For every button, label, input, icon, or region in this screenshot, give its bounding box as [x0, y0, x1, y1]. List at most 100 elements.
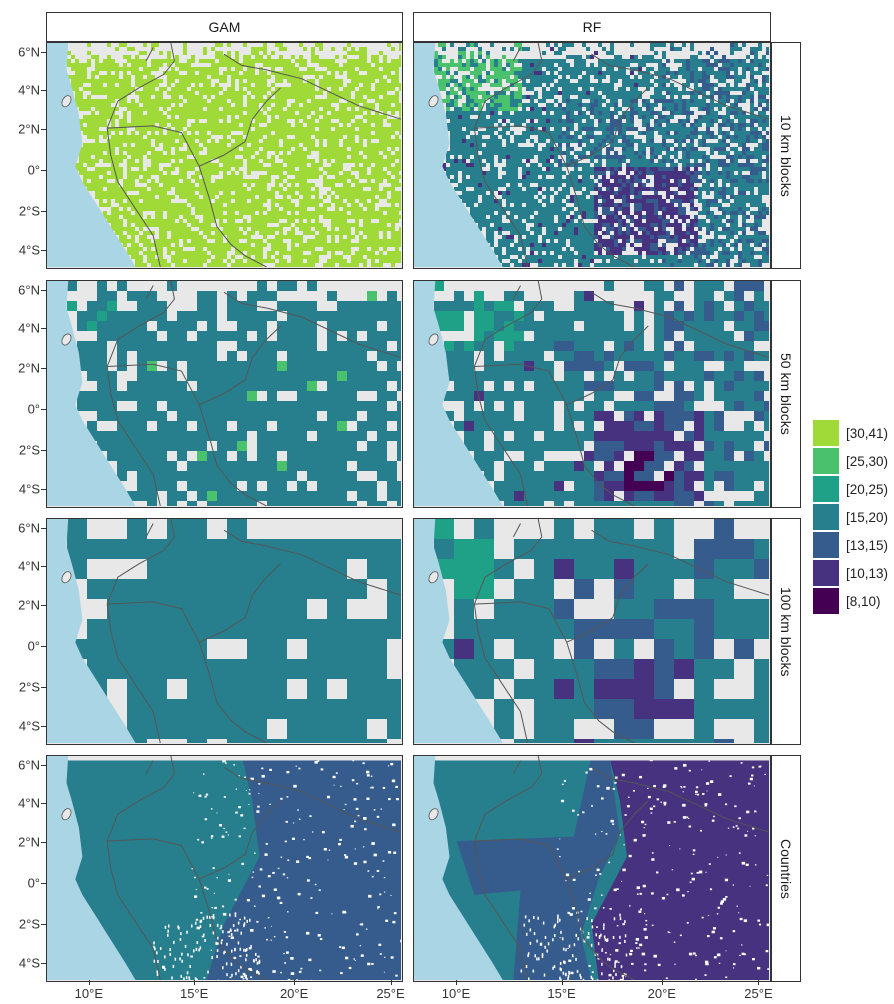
- y-tick-mark: [41, 725, 46, 727]
- y-tick-label: 2°S: [18, 442, 40, 458]
- y-tick-label: 2°N: [18, 834, 40, 850]
- row-label-100km: 100 km blocks: [778, 586, 794, 677]
- legend-item: [15,20): [813, 504, 888, 530]
- y-tick-label: 2°N: [18, 121, 40, 137]
- legend-item: [25,30): [813, 448, 888, 474]
- map-panel-gam-b50: [46, 280, 403, 508]
- row-header-100km: 100 km blocks: [771, 518, 801, 745]
- map-panel-rf-countries: [413, 755, 771, 982]
- row-label-10km: 10 km blocks: [778, 114, 794, 197]
- y-tick-mark: [41, 528, 46, 530]
- y-tick-mark: [41, 249, 46, 251]
- row-header-50km: 50 km blocks: [771, 280, 801, 508]
- y-tick-label: 0°: [27, 875, 40, 891]
- y-tick-label: 4°S: [18, 718, 40, 734]
- legend-item: [30,41): [813, 420, 888, 446]
- legend-label: [8,10): [846, 593, 881, 609]
- column-label-rf: RF: [582, 19, 602, 35]
- y-tick-label: 4°N: [18, 795, 40, 811]
- y-tick-label: 0°: [27, 162, 40, 178]
- map-svg: [414, 43, 769, 267]
- map-panel-rf-b100: [413, 518, 771, 745]
- legend-label: [30,41): [846, 425, 889, 441]
- y-tick-mark: [41, 802, 46, 804]
- x-tick-mark: [561, 980, 563, 985]
- map-svg: [414, 519, 769, 743]
- x-tick-label: 25°E: [744, 986, 773, 1001]
- map-panel-gam-b10: [46, 42, 403, 269]
- legend-item: [20,25): [813, 476, 888, 502]
- y-tick-label: 4°S: [18, 955, 40, 971]
- legend-item: [8,10): [813, 588, 881, 614]
- column-header-gam: GAM: [46, 12, 403, 42]
- row-label-countries: Countries: [778, 838, 794, 899]
- x-tick-label: 15°E: [547, 986, 576, 1001]
- y-tick-mark: [41, 290, 46, 292]
- y-tick-label: 0°: [27, 401, 40, 417]
- x-tick-label: 10°E: [74, 986, 103, 1001]
- y-tick-mark: [41, 52, 46, 54]
- y-tick-mark: [41, 211, 46, 213]
- map-panel-gam-b100: [46, 518, 403, 745]
- map-svg: [47, 756, 401, 980]
- legend-label: [10,13): [846, 565, 889, 581]
- x-tick-label: 25°E: [376, 986, 405, 1001]
- legend-swatch: [813, 420, 839, 446]
- x-tick-label: 20°E: [279, 986, 309, 1001]
- y-tick-label: 4°S: [18, 242, 40, 258]
- y-tick-label: 0°: [27, 638, 40, 654]
- map-svg: [47, 519, 401, 743]
- y-tick-mark: [41, 449, 46, 451]
- map-svg: [414, 756, 769, 980]
- y-tick-label: 2°S: [18, 203, 40, 219]
- map-panel-rf-b50: [413, 280, 771, 508]
- y-tick-mark: [41, 605, 46, 607]
- y-tick-label: 2°N: [18, 597, 40, 613]
- legend-swatch: [813, 560, 839, 586]
- x-tick-label: 20°E: [647, 986, 676, 1001]
- y-tick-mark: [41, 89, 46, 91]
- legend-swatch: [813, 448, 839, 474]
- y-tick-label: 4°N: [18, 320, 40, 336]
- map-panel-gam-countries: [46, 755, 403, 982]
- y-tick-label: 2°N: [18, 360, 40, 376]
- legend-swatch: [813, 476, 839, 502]
- y-tick-label: 6°N: [18, 520, 40, 536]
- x-tick-mark: [88, 980, 90, 985]
- legend-label: [25,30): [846, 453, 889, 469]
- y-tick-mark: [41, 883, 46, 885]
- row-label-50km: 50 km blocks: [778, 353, 794, 435]
- y-tick-label: 6°N: [18, 757, 40, 773]
- row-header-10km: 10 km blocks: [771, 42, 801, 269]
- y-tick-mark: [41, 765, 46, 767]
- y-tick-label: 2°S: [18, 679, 40, 695]
- x-tick-mark: [390, 980, 392, 985]
- x-tick-mark: [661, 980, 663, 985]
- x-tick-mark: [294, 980, 296, 985]
- row-header-countries: Countries: [771, 755, 801, 982]
- legend-item: [10,13): [813, 560, 888, 586]
- y-tick-mark: [41, 488, 46, 490]
- y-tick-mark: [41, 367, 46, 369]
- legend-swatch: [813, 588, 839, 614]
- y-tick-mark: [41, 924, 46, 926]
- y-tick-mark: [41, 962, 46, 964]
- y-tick-mark: [41, 327, 46, 329]
- y-tick-label: 6°N: [18, 44, 40, 60]
- y-tick-mark: [41, 842, 46, 844]
- x-tick-mark: [758, 980, 760, 985]
- map-svg: [47, 281, 401, 506]
- x-tick-label: 10°E: [441, 986, 471, 1001]
- x-tick-label: 15°E: [179, 986, 209, 1001]
- legend-swatch: [813, 532, 839, 558]
- legend-item: [13,15): [813, 532, 888, 558]
- y-tick-mark: [41, 408, 46, 410]
- legend-swatch: [813, 504, 839, 530]
- y-tick-mark: [41, 170, 46, 172]
- legend-label: [13,15): [846, 537, 889, 553]
- map-svg: [414, 281, 769, 506]
- column-label-gam: GAM: [208, 19, 241, 35]
- y-tick-label: 4°N: [18, 82, 40, 98]
- legend-label: [15,20): [846, 509, 889, 525]
- x-tick-mark: [194, 980, 196, 985]
